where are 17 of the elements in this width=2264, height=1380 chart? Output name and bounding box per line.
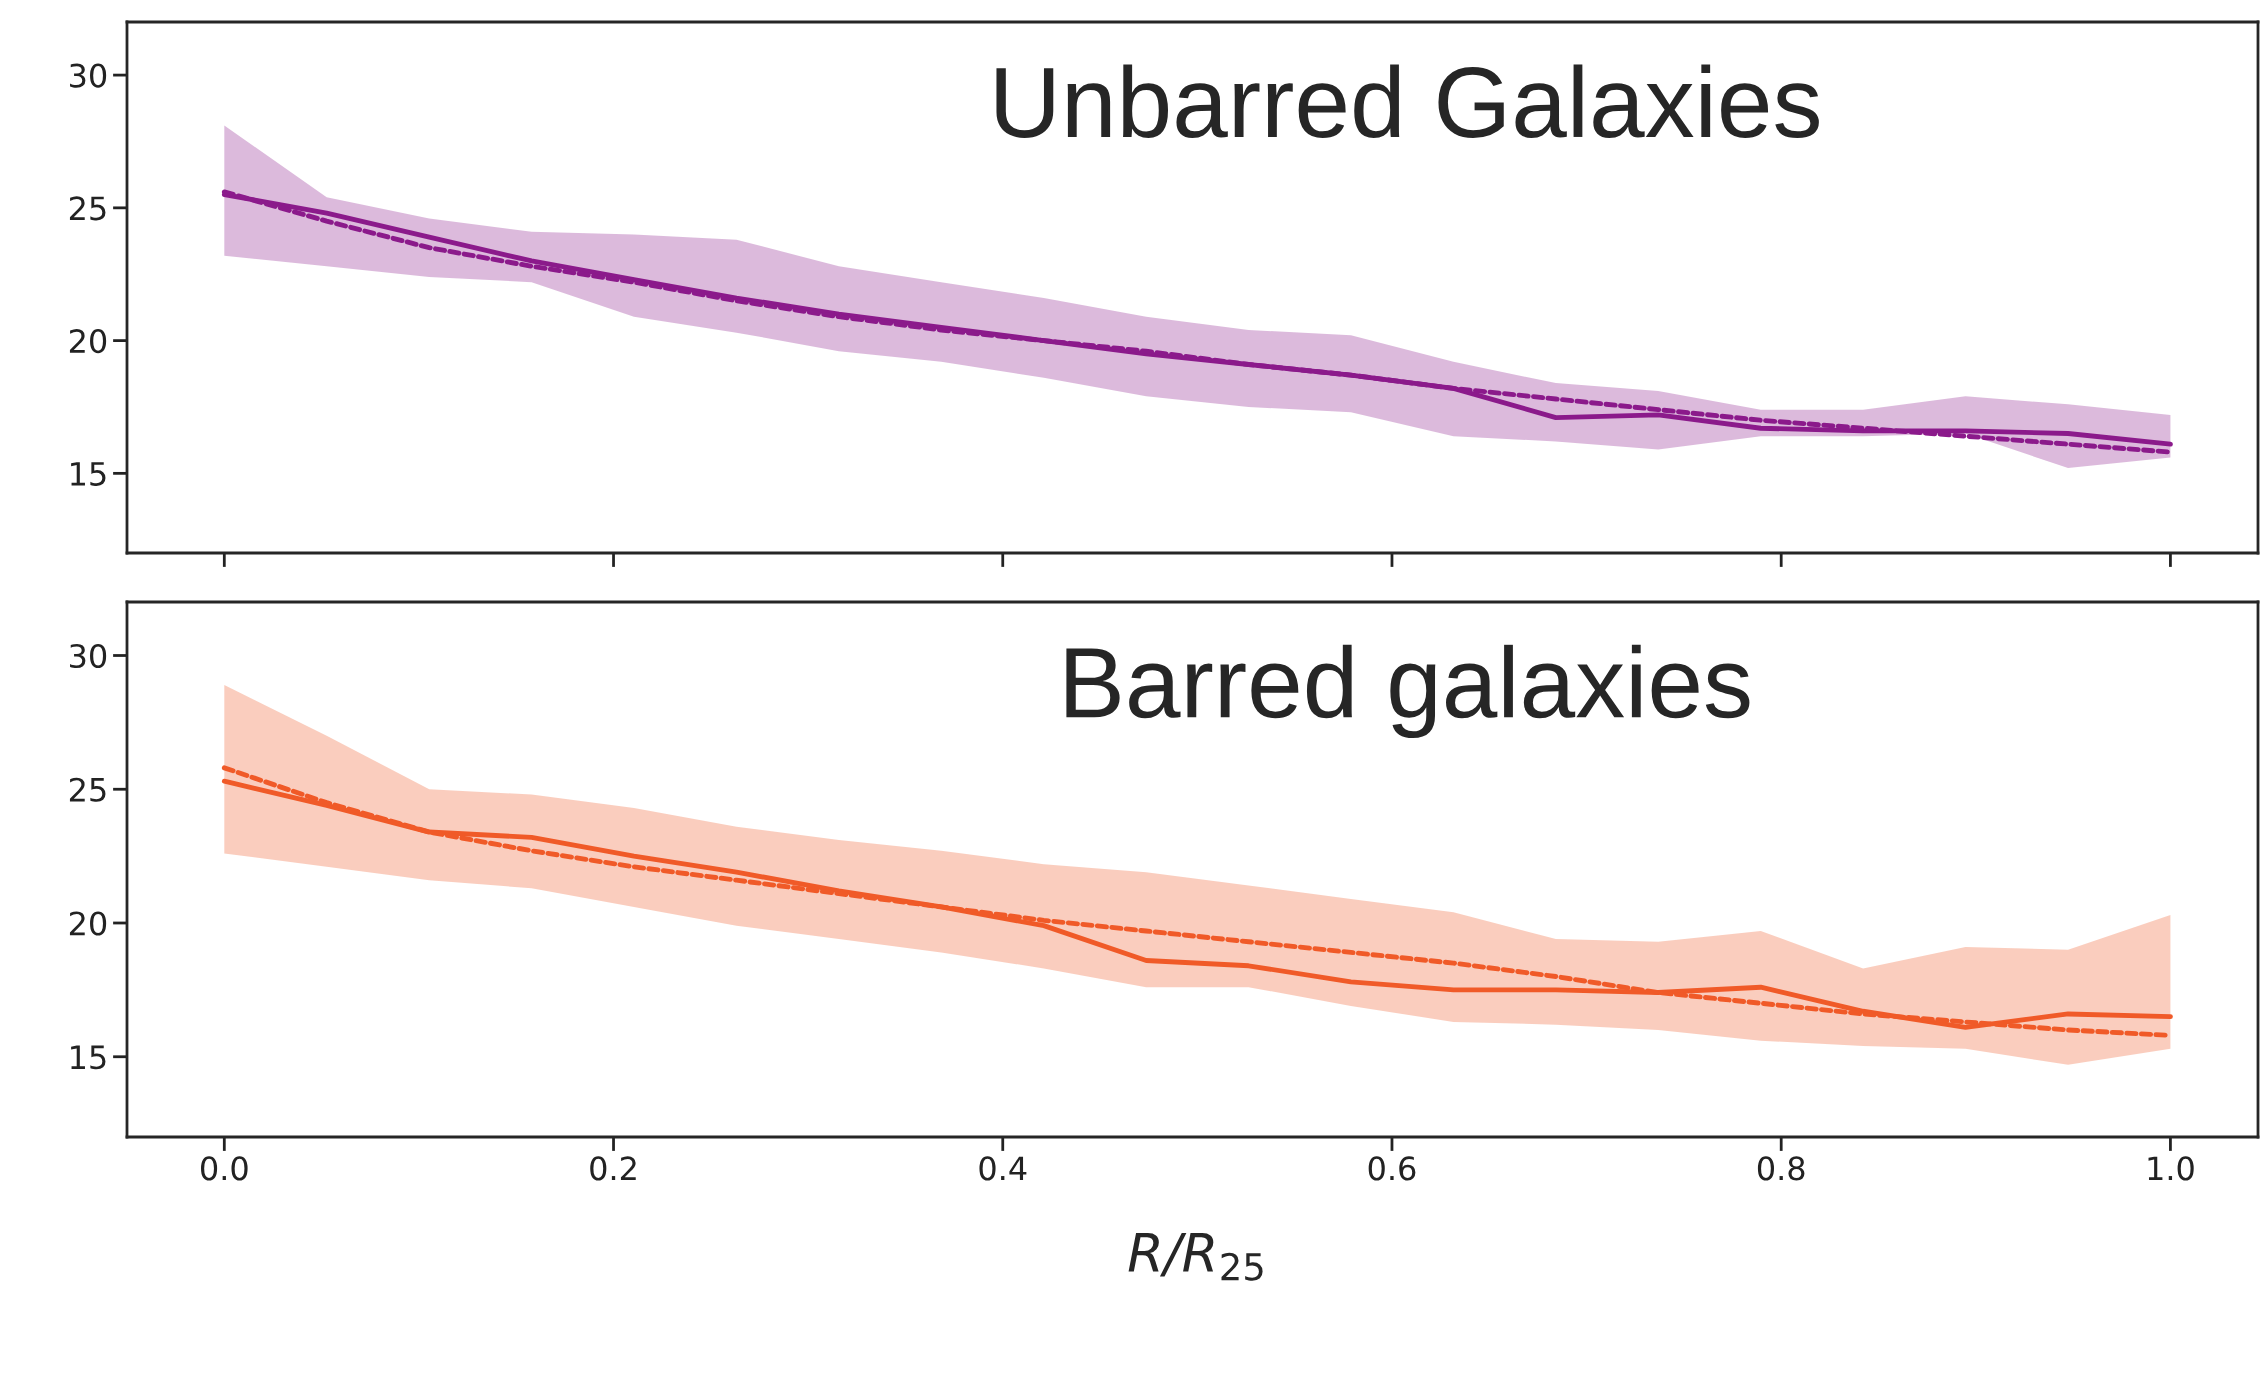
x-tick-label: 0.4 [979,1156,1027,1181]
x-tick-label: 0.0 [201,1156,248,1181]
y-tick-label: 30 [70,63,107,88]
y-tick-label: 20 [69,329,107,354]
annotation: Barred galaxies [1066,644,1750,739]
y-tick-label: 30 [70,643,107,669]
y-tick-label: 25 [69,777,106,802]
x-tick-label: 0.2 [590,1156,636,1181]
y-tick-label: 15 [71,462,106,486]
x-axis-title: R/R$_{25}$ [1128,1233,1263,1281]
x-tick-label: 0.8 [1757,1156,1805,1181]
x-tick-label: 0.6 [1368,1156,1416,1181]
x-tick-label: 1.0 [2148,1156,2194,1181]
y-tick-label: 25 [69,196,106,221]
annotation: Unbarred Galaxies [996,64,1819,138]
y-tick-label: 15 [71,1045,106,1070]
y-tick-label: 20 [69,911,107,936]
